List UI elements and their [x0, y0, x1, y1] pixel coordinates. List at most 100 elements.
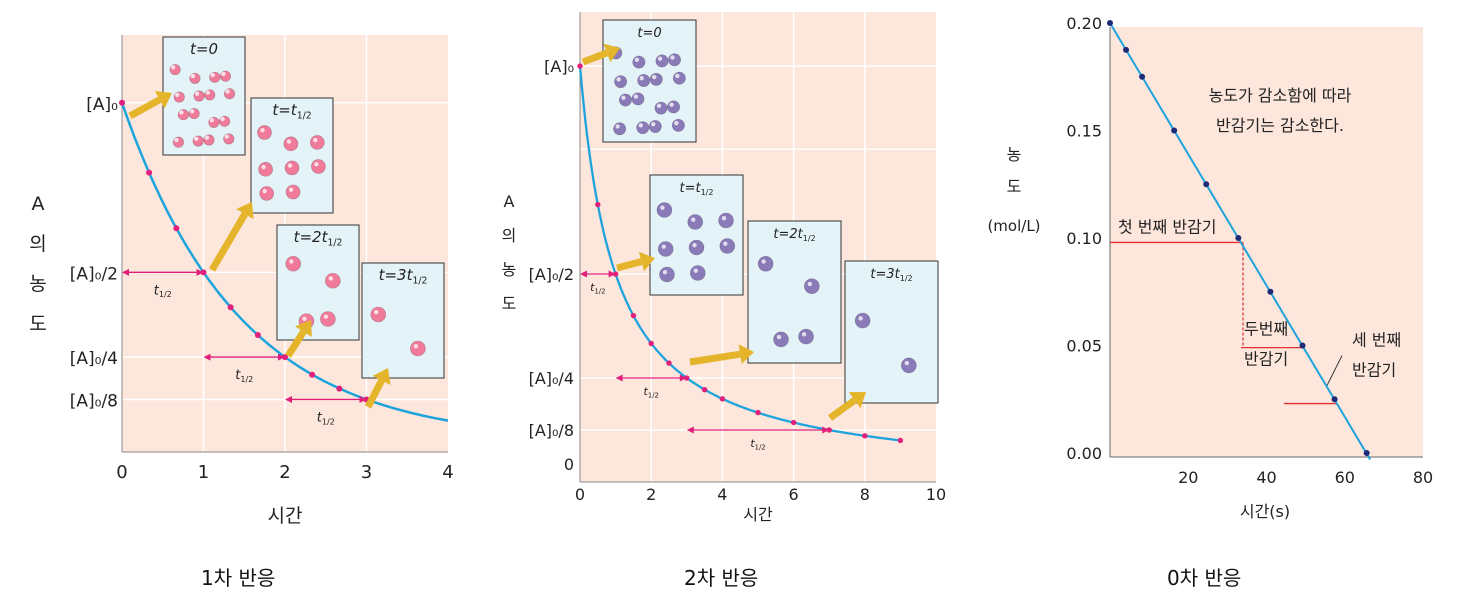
data-point [755, 409, 761, 416]
snapshot-box-particle [667, 100, 681, 114]
snapshot-box-particle-shine [194, 91, 200, 96]
snapshot-box-particle-shine [288, 187, 294, 192]
snapshot-box-particle [656, 202, 673, 218]
y-axis-title-char: 도 [502, 294, 517, 313]
snapshot-box: t=2t1/2 [276, 224, 360, 341]
data-point [1171, 127, 1178, 134]
half-life-arrow-right-head [278, 353, 285, 361]
snapshot-box-particle-shine [657, 56, 663, 61]
snapshot-box-frame [747, 220, 842, 364]
data-point [648, 340, 654, 347]
half-life-arrow-right-head [196, 268, 204, 276]
snapshot-box-particle-shine [904, 360, 910, 366]
snapshot-box-particle [718, 212, 734, 229]
data-point [1203, 181, 1210, 188]
half-life-label: t1/2 [235, 368, 253, 384]
data-point [1331, 396, 1338, 403]
y-axis-title-char: 농 [1007, 145, 1022, 164]
pointer-arrow-shaft [689, 350, 741, 366]
caption-second-order: 2차 반응 [684, 566, 759, 590]
data-point [1299, 342, 1306, 349]
snapshot-box-particle [320, 311, 336, 327]
snapshot-box-particle-shine [174, 137, 179, 143]
snapshot-box-particle-shine [302, 316, 307, 322]
x-tick-label: 6 [789, 485, 799, 504]
snapshot-box-particle-shine [652, 74, 657, 80]
snapshot-box-particle [285, 184, 301, 200]
x-axis-title: 시간 [268, 505, 303, 527]
y-tick-label: [A]₀/8 [529, 421, 574, 440]
snapshot-box-particle-shine [761, 259, 766, 264]
pointer-arrow [208, 202, 254, 272]
pointer-arrow-head [603, 43, 620, 63]
x-axis-title: 시간(s) [1240, 502, 1290, 521]
half-life-arrow [122, 268, 204, 276]
snapshot-box-particle-shine [801, 332, 807, 337]
pointer-arrow [128, 90, 172, 120]
data-point [897, 437, 904, 444]
snapshot-box-particle-shine [615, 124, 620, 129]
data-point [1363, 450, 1370, 456]
y-tick-label: 0.00 [1066, 444, 1102, 463]
half-life-arrow-left-head [615, 374, 623, 382]
pointer-arrow-shaft [128, 96, 162, 120]
pointer-arrow-head [738, 344, 754, 365]
snapshot-box-particle-shine [194, 136, 199, 141]
snapshot-box: t=0 [162, 36, 246, 156]
y-tick-label: [A]₀ [86, 95, 118, 115]
snapshot-box-particle-shine [210, 72, 215, 78]
snapshot-box-particle [689, 265, 706, 281]
snapshot-box-particle-shine [179, 110, 184, 115]
snapshot-box-particle-shine [224, 134, 229, 139]
snapshot-box-particle [410, 340, 426, 357]
snapshot-box-particle-shine [289, 259, 294, 264]
snapshot-box-particle-shine [204, 135, 210, 140]
x-tick-label: 40 [1256, 468, 1276, 487]
half-life-label-1: 첫 번째 반감기 [1118, 217, 1217, 236]
half-life-arrow-right-head [679, 374, 687, 382]
snapshot-box-particle [654, 101, 668, 115]
x-tick-label: 80 [1413, 468, 1433, 487]
half-life-label: t1/2 [154, 283, 172, 299]
data-point [630, 312, 637, 319]
snapshot-box-particle-shine [670, 55, 675, 60]
caption-zero-order: 0차 반응 [1167, 566, 1242, 590]
data-point [1123, 46, 1130, 53]
snapshot-box-particle [370, 306, 387, 323]
snapshot-box-particle-shine [314, 162, 319, 167]
snapshot-box-particle [901, 357, 917, 374]
half-life-label-3: 세 번째 [1352, 331, 1401, 350]
data-point [1235, 235, 1242, 241]
snapshot-box-particle [257, 125, 272, 140]
x-axis-title: 시간 [743, 505, 773, 524]
y-axis-title-char: 도 [1007, 177, 1022, 196]
half-life-label: t1/2 [590, 281, 605, 295]
y-tick-label: 0.15 [1066, 122, 1102, 141]
x-tick-label: 1 [198, 462, 209, 483]
snapshot-box-particle [687, 214, 704, 230]
data-point [119, 99, 125, 106]
snapshot-box-particle-shine [633, 94, 639, 99]
snapshot-box-particle-shine [639, 76, 644, 81]
data-point [862, 433, 868, 439]
snapshot-box-particle-shine [328, 276, 334, 281]
pointer-arrow-shaft [581, 49, 609, 66]
snapshot-box-particle-shine [209, 117, 215, 123]
snapshot-box: t=0 [602, 19, 697, 143]
snapshot-box-particle-shine [189, 109, 195, 114]
snapshot-box-particle-shine [858, 316, 863, 321]
snapshot-box: t=3t1/2 [361, 262, 445, 379]
snapshot-box-particle-shine [674, 120, 679, 126]
snapshot-box-particle [657, 241, 674, 257]
y-axis-title-char: A [32, 193, 45, 215]
snapshot-box-particle-shine [225, 89, 230, 94]
pointer-arrow-shaft [616, 258, 643, 272]
pointer-arrow-shaft [285, 329, 307, 358]
snapshot-box-particle-shine [634, 57, 640, 62]
y-axis-title-char: 농 [29, 273, 46, 295]
pointer-arrow-head [638, 251, 655, 272]
x-tick-label: 20 [1178, 468, 1198, 487]
snapshot-box-particle-shine [413, 344, 419, 349]
